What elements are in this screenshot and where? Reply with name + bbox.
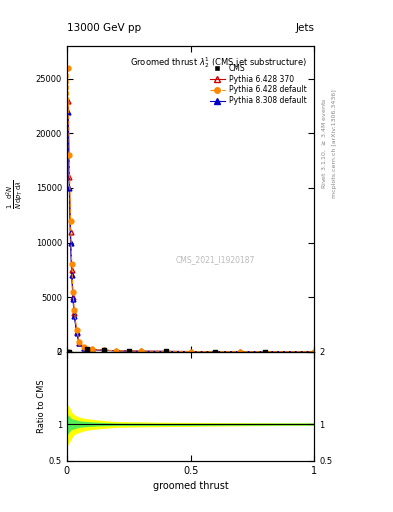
Point (66, 348, 72, 356)
Text: 13000 GeV pp: 13000 GeV pp (67, 23, 141, 33)
Point (126, 347, 132, 355)
Text: Groomed thrust $\lambda_2^1$ (CMS jet substructure): Groomed thrust $\lambda_2^1$ (CMS jet su… (130, 55, 307, 70)
Text: Jets: Jets (296, 23, 314, 33)
Point (101, 346, 107, 354)
Legend: CMS, Pythia 6.428 370, Pythia 6.428 default, Pythia 8.308 default: CMS, Pythia 6.428 370, Pythia 6.428 defa… (208, 62, 308, 107)
Text: CMS_2021_I1920187: CMS_2021_I1920187 (176, 255, 255, 265)
Point (262, 348, 268, 356)
Text: Rivet 3.1.10, $\geq$ 3.4M events: Rivet 3.1.10, $\geq$ 3.4M events (320, 98, 328, 189)
Point (65, 348, 71, 356)
Text: mcplots.cern.ch [arXiv:1306.3436]: mcplots.cern.ch [arXiv:1306.3436] (332, 89, 337, 198)
X-axis label: groomed thrust: groomed thrust (153, 481, 228, 491)
Point (212, 348, 219, 356)
Text: $\frac{1}{N}\frac{\mathrm{d}^2N}{\mathrm{d}p_T\,\mathrm{d}\lambda}$: $\frac{1}{N}\frac{\mathrm{d}^2N}{\mathrm… (4, 180, 25, 209)
Point (83, 345, 90, 353)
Point (64, 348, 70, 356)
Point (163, 347, 169, 355)
Y-axis label: Ratio to CMS: Ratio to CMS (37, 379, 46, 433)
